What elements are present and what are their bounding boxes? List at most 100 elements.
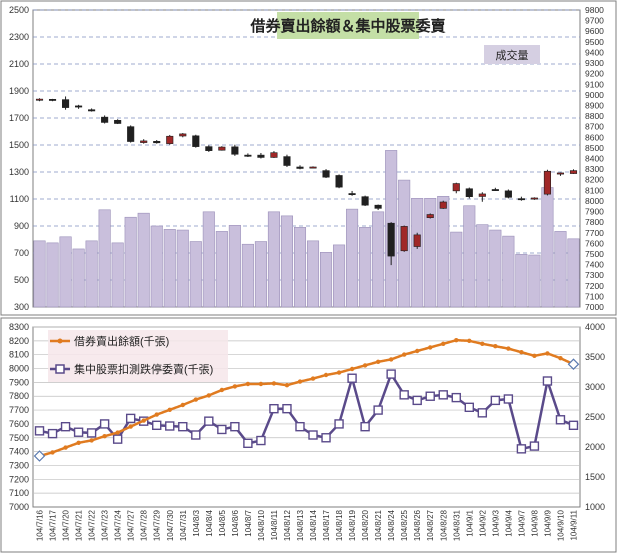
loan-series-point xyxy=(89,438,94,443)
x-tick-label: 104/8/4 xyxy=(205,509,214,536)
x-tick-label: 104/9/11 xyxy=(569,509,578,540)
x-tick-label: 104/8/21 xyxy=(374,509,383,541)
loan-series-line xyxy=(39,338,575,458)
candle-body xyxy=(374,204,382,209)
bottom-right-tick-label: 3500 xyxy=(585,352,605,362)
x-tick-label: 104/7/30 xyxy=(166,509,175,541)
candle-body xyxy=(348,193,356,196)
sell-series-point xyxy=(152,420,162,431)
sell-series-point xyxy=(542,376,553,386)
volume-bar xyxy=(280,215,293,308)
sell-series-point xyxy=(568,420,579,431)
volume-bar xyxy=(241,243,254,308)
sell-series-point xyxy=(230,421,240,432)
x-tick-label: 104/8/10 xyxy=(257,509,266,541)
x-tick-label: 104/8/27 xyxy=(426,509,435,541)
volume-bar xyxy=(98,209,111,308)
candle-body xyxy=(309,166,317,169)
loan-series-point xyxy=(545,351,550,356)
volume-bar xyxy=(489,229,502,308)
legend: 借券賣出餘額(千張) 集中股票扣測跌停委賣(千張) xyxy=(48,330,228,382)
top-right-tick-label: 7800 xyxy=(585,217,604,227)
loan-series-point xyxy=(258,381,264,387)
loan-series-point xyxy=(102,434,107,439)
loan-series-point xyxy=(33,450,46,462)
candle-body xyxy=(400,226,408,252)
sell-series-point xyxy=(334,419,344,429)
legend-marker-sell xyxy=(55,364,65,374)
top-right-tick-label: 8500 xyxy=(585,143,604,153)
top-right-tick-label: 9100 xyxy=(585,79,604,89)
sell-series-point xyxy=(112,434,123,444)
candle-body xyxy=(387,222,395,257)
top-right-tick-label: 9400 xyxy=(585,47,604,57)
top-left-tick-label: 1700 xyxy=(9,113,29,123)
loan-series-point xyxy=(401,352,407,357)
sell-series-point xyxy=(451,392,461,403)
top-right-tick-label: 7100 xyxy=(585,291,604,301)
candle-body xyxy=(192,135,200,147)
sell-series-point xyxy=(125,413,136,424)
bottom-left-tick-label: 7900 xyxy=(9,377,29,387)
chart-title: 借券賣出餘額＆集中股票委賣 xyxy=(249,17,446,35)
legend-sell-label: 集中股票扣測跌停委賣(千張) xyxy=(74,362,213,376)
top-right-tick-label: 8900 xyxy=(585,100,604,110)
volume-bar xyxy=(176,229,189,308)
loan-series-point xyxy=(141,418,146,423)
loan-series-point xyxy=(323,372,329,378)
bottom-left-tick-label: 7100 xyxy=(9,488,29,498)
x-tick-label: 104/7/31 xyxy=(179,509,188,541)
top-right-tick-label: 9800 xyxy=(585,5,604,15)
loan-series-point xyxy=(193,397,198,402)
loan-series-point xyxy=(441,341,446,346)
candle-body xyxy=(257,154,265,158)
x-tick-label: 104/7/24 xyxy=(114,509,123,541)
loan-series-point xyxy=(415,348,420,354)
volume-bar xyxy=(359,227,372,308)
x-tick-label: 104/7/21 xyxy=(75,509,84,541)
volume-bar xyxy=(306,240,320,308)
sell-series-point xyxy=(47,428,58,439)
x-tick-label: 104/7/29 xyxy=(153,509,162,541)
x-tick-label: 104/7/17 xyxy=(49,509,58,541)
x-tick-label: 104/8/6 xyxy=(231,509,240,536)
sell-series-point xyxy=(516,444,527,454)
volume-bar xyxy=(528,254,541,308)
volume-bar xyxy=(267,211,280,308)
sell-series-point xyxy=(86,428,97,438)
x-tick-label: 104/9/9 xyxy=(543,509,552,536)
top-left-tick-label: 300 xyxy=(14,302,29,312)
candle-body xyxy=(140,140,148,143)
candle-body xyxy=(426,214,434,218)
volume-bar xyxy=(137,212,150,308)
sell-series-point xyxy=(321,433,331,443)
candle-body xyxy=(244,154,252,157)
x-tick-label: 104/9/10 xyxy=(556,509,565,541)
loan-series-point xyxy=(115,430,120,435)
top-right-tick-label: 7900 xyxy=(585,207,604,217)
volume-bar xyxy=(202,211,215,308)
bottom-left-tick-label: 7300 xyxy=(9,460,29,470)
bottom-left-tick-label: 7400 xyxy=(9,447,29,457)
candle-body xyxy=(101,116,109,123)
sell-series-point xyxy=(373,405,383,415)
volume-bar xyxy=(111,242,124,308)
sell-series-point xyxy=(243,438,253,449)
bottom-right-tick-label: 1000 xyxy=(585,502,605,512)
candle-body xyxy=(543,170,551,195)
volume-badge: 成交量 xyxy=(484,45,540,64)
bottom-right-tick-label: 3000 xyxy=(585,382,605,392)
candle-body xyxy=(517,198,525,201)
bottom-left-tick-label: 8100 xyxy=(9,350,29,360)
candle-body xyxy=(283,156,291,166)
volume-bar xyxy=(372,211,385,308)
loan-series-point xyxy=(167,407,172,412)
candle-body xyxy=(270,152,278,158)
sell-series-point xyxy=(529,441,540,451)
sell-series-point xyxy=(295,421,305,432)
candle-body xyxy=(530,197,538,200)
volume-bar xyxy=(476,224,489,308)
x-tick-label: 104/8/26 xyxy=(413,509,422,541)
sell-series-point xyxy=(386,369,396,379)
x-tick-label: 104/7/28 xyxy=(140,509,149,541)
